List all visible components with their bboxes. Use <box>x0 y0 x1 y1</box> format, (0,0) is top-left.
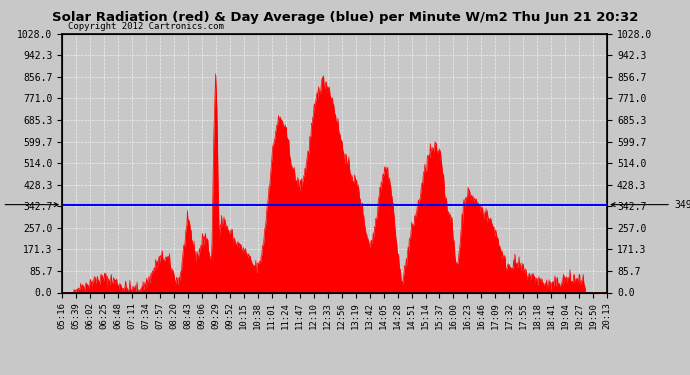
Text: 349.14: 349.14 <box>611 200 690 210</box>
Text: Copyright 2012 Cartronics.com: Copyright 2012 Cartronics.com <box>68 22 224 31</box>
Text: Solar Radiation (red) & Day Average (blue) per Minute W/m2 Thu Jun 21 20:32: Solar Radiation (red) & Day Average (blu… <box>52 11 638 24</box>
Text: 349.14: 349.14 <box>0 200 58 210</box>
